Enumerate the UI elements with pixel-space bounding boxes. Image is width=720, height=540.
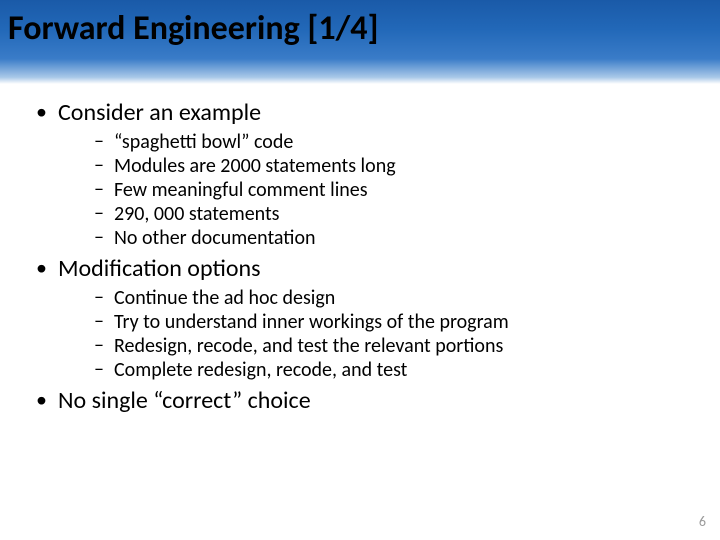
sub-bullet-text: Try to understand inner workings of the … xyxy=(114,310,509,334)
sub-bullet-item: Modules are 2000 statements long xyxy=(94,154,720,178)
sub-bullet-item: 290, 000 statements xyxy=(94,202,720,226)
bullet-text: Consider an example xyxy=(58,98,261,127)
sub-bullet-item: Redesign, recode, and test the relevant … xyxy=(94,334,720,358)
title-band: Forward Engineering [1/4] xyxy=(0,0,720,84)
sub-bullet-list: Continue the ad hoc design Try to unders… xyxy=(58,286,720,382)
sub-bullet-item: Continue the ad hoc design xyxy=(94,286,720,310)
sub-bullet-text: Continue the ad hoc design xyxy=(114,286,335,310)
bullet-item: Consider an example “spaghetti bowl” cod… xyxy=(36,98,720,250)
bullet-item: No single “correct” choice xyxy=(36,386,720,416)
sub-bullet-text: Modules are 2000 statements long xyxy=(114,154,396,178)
sub-bullet-item: Try to understand inner workings of the … xyxy=(94,310,720,334)
sub-bullet-item: No other documentation xyxy=(94,226,720,250)
sub-bullet-text: Complete redesign, recode, and test xyxy=(114,358,407,382)
sub-bullet-item: Few meaningful comment lines xyxy=(94,178,720,202)
sub-bullet-text: Redesign, recode, and test the relevant … xyxy=(114,334,503,358)
bullet-text: No single “correct” choice xyxy=(58,386,311,415)
sub-bullet-item: Complete redesign, recode, and test xyxy=(94,358,720,382)
sub-bullet-item: “spaghetti bowl” code xyxy=(94,130,720,154)
sub-bullet-text: Few meaningful comment lines xyxy=(114,178,368,202)
sub-bullet-text: No other documentation xyxy=(114,226,316,250)
sub-bullet-list: “spaghetti bowl” code Modules are 2000 s… xyxy=(58,130,720,250)
sub-bullet-text: “spaghetti bowl” code xyxy=(114,130,293,154)
page-number: 6 xyxy=(699,513,706,530)
slide-title: Forward Engineering [1/4] xyxy=(8,8,379,49)
bullet-item: Modification options Continue the ad hoc… xyxy=(36,254,720,382)
sub-bullet-text: 290, 000 statements xyxy=(114,202,280,226)
bullet-list: Consider an example “spaghetti bowl” cod… xyxy=(0,98,720,416)
slide-body: Consider an example “spaghetti bowl” cod… xyxy=(0,84,720,416)
bullet-text: Modification options xyxy=(58,254,260,283)
slide: Forward Engineering [1/4] Consider an ex… xyxy=(0,0,720,540)
